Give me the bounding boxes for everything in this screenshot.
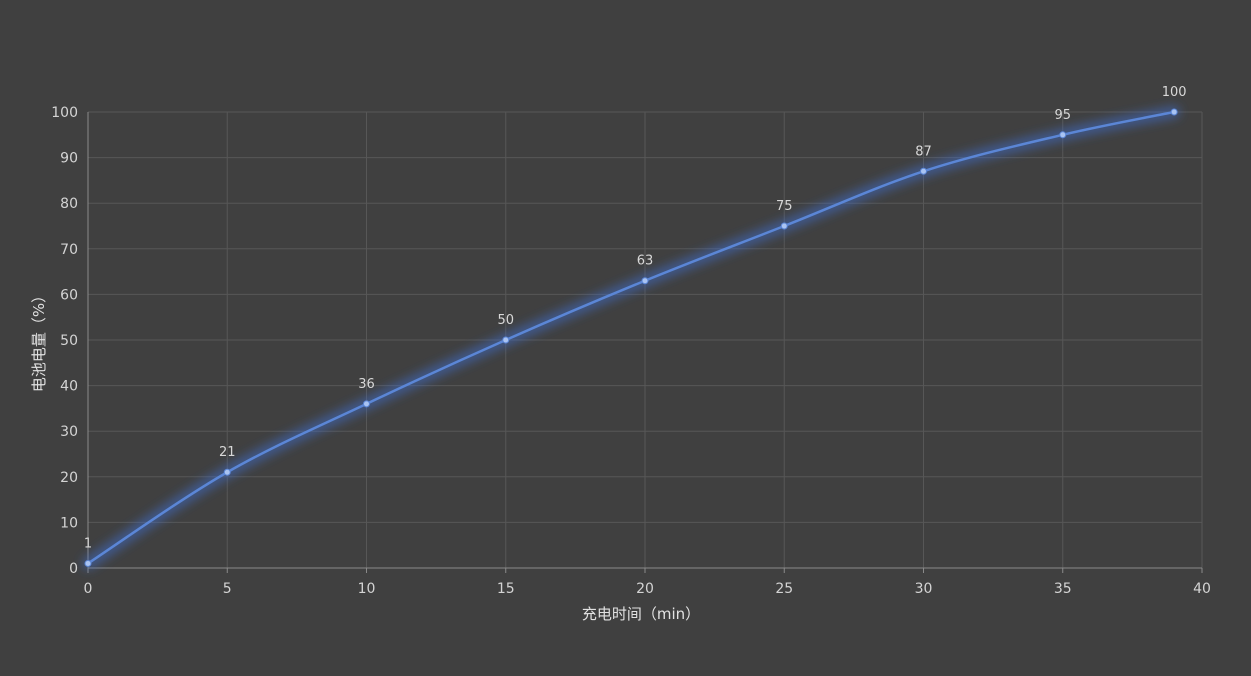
- x-tick-label: 20: [636, 581, 654, 597]
- data-point: [780, 222, 788, 230]
- data-label: 95: [1054, 108, 1071, 123]
- data-point: [223, 468, 231, 476]
- y-tick-label: 0: [69, 561, 78, 577]
- data-point: [920, 167, 927, 175]
- data-point: [641, 277, 649, 285]
- data-point: [84, 559, 92, 567]
- data-point: [502, 336, 510, 344]
- x-tick-label: 35: [1054, 581, 1072, 597]
- y-tick-label: 100: [51, 105, 78, 121]
- y-tick-label: 60: [60, 287, 78, 303]
- x-tick-label: 10: [358, 581, 376, 597]
- y-tick-label: 50: [60, 333, 78, 349]
- data-label: 1: [84, 536, 92, 551]
- data-label: 87: [915, 144, 932, 159]
- x-axis-title: 充电时间（min）: [582, 605, 700, 623]
- y-tick-label: 70: [60, 242, 78, 258]
- axes: [87, 112, 1203, 573]
- data-point: [1170, 108, 1178, 116]
- y-tick-label: 90: [60, 151, 78, 167]
- y-axis-title: 电池电量（%）: [30, 288, 48, 392]
- x-tick-label: 40: [1193, 581, 1211, 597]
- data-point: [1059, 131, 1067, 139]
- y-tick-label: 20: [60, 470, 78, 486]
- x-tick-label: 15: [497, 581, 515, 597]
- series-layer: [82, 106, 1181, 570]
- data-label: 50: [497, 313, 514, 328]
- data-label: 21: [219, 445, 236, 460]
- y-tick-label: 30: [60, 424, 78, 440]
- x-tick-label: 5: [223, 581, 232, 597]
- x-tick-label: 25: [775, 581, 793, 597]
- data-label: 63: [637, 254, 654, 269]
- y-tick-label: 10: [60, 515, 78, 531]
- data-label: 100: [1162, 85, 1187, 100]
- data-label: 36: [358, 377, 375, 392]
- x-tick-label: 0: [84, 581, 93, 597]
- labels-layer: 0 10 20 30 40 50 60 70 80 90 100 0 5 10 15 20 25 30 35 40 1 2…: [51, 85, 1211, 597]
- x-tick-label: 30: [915, 581, 933, 597]
- data-label: 75: [776, 199, 793, 214]
- y-tick-label: 40: [60, 379, 78, 395]
- data-point: [363, 400, 370, 408]
- y-tick-label: 80: [60, 196, 78, 212]
